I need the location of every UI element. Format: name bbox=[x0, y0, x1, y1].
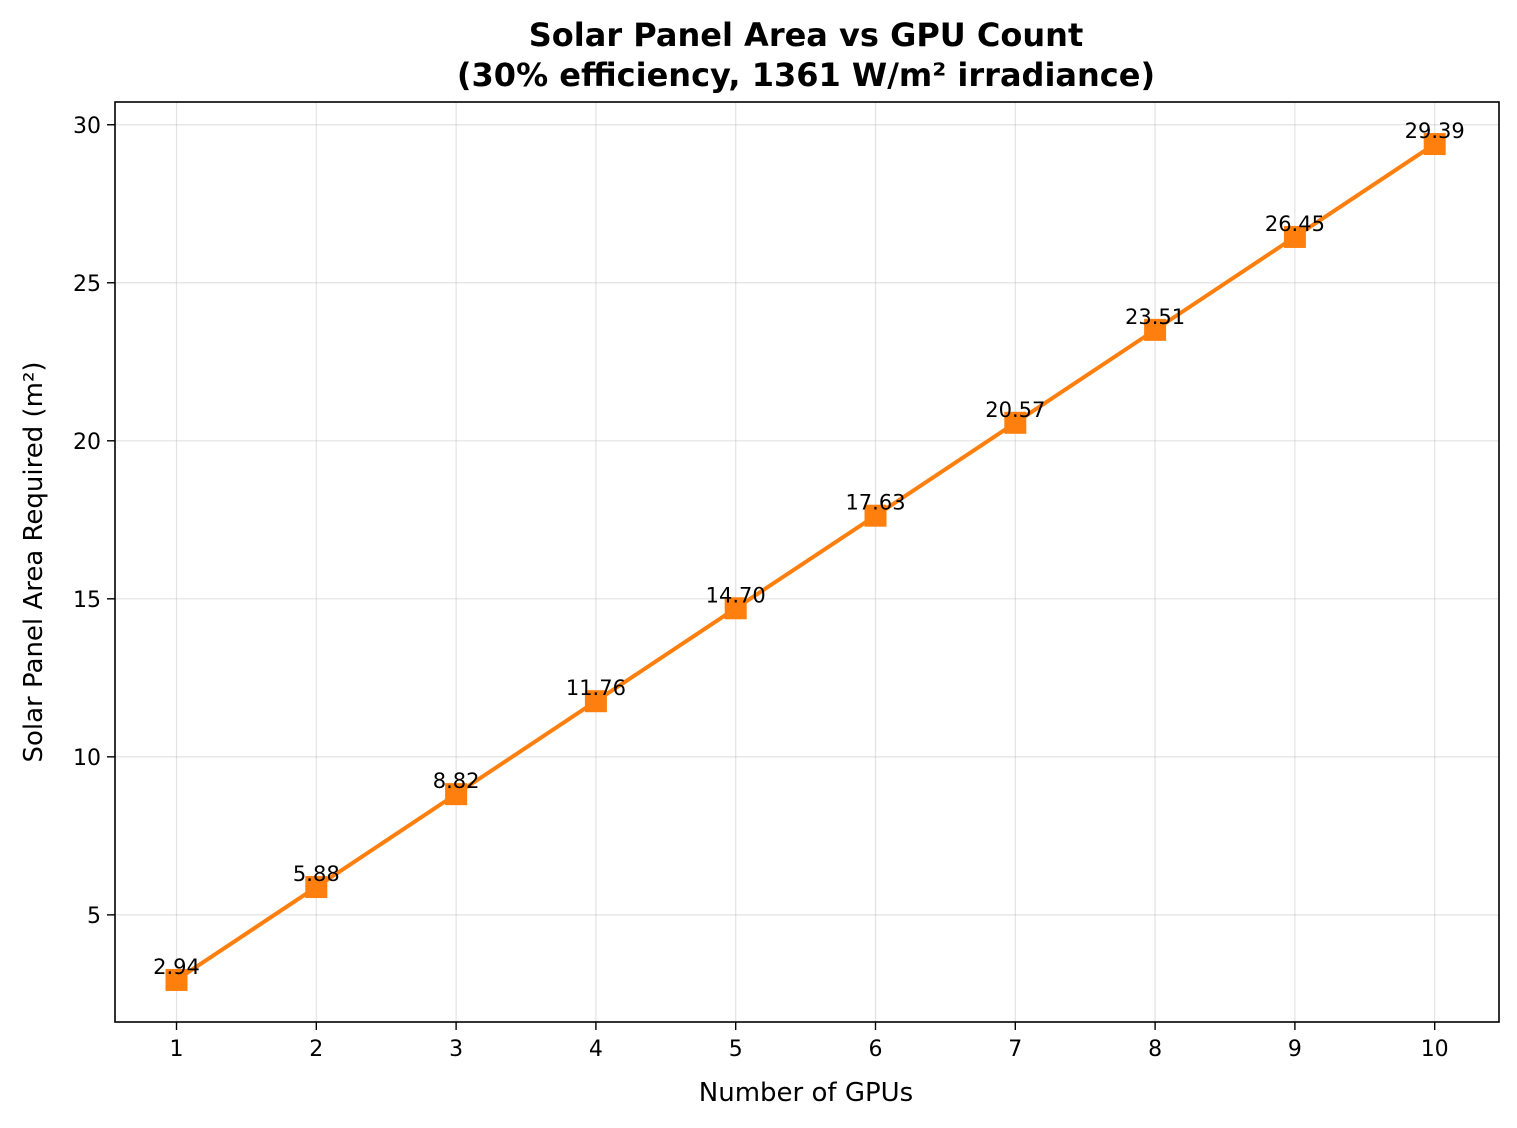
x-tick-label: 7 bbox=[1008, 1037, 1022, 1062]
data-point-marker bbox=[1144, 318, 1167, 341]
x-tick-label: 3 bbox=[449, 1037, 463, 1062]
data-label: 17.63 bbox=[845, 491, 905, 515]
data-point-marker bbox=[1283, 225, 1306, 248]
data-label: 26.45 bbox=[1265, 212, 1325, 236]
chart-subtitle: (30% efficiency, 1361 W/m² irradiance) bbox=[457, 56, 1155, 94]
y-axis-label: Solar Panel Area Required (m²) bbox=[19, 361, 49, 762]
series-line bbox=[175, 142, 1436, 982]
data-point-marker bbox=[864, 504, 887, 527]
axes-ticks: 1 2 3 4 5 6 7 8 9 10 5 10 15 20 25 30 bbox=[73, 114, 1449, 1062]
x-tick-label: 1 bbox=[170, 1037, 184, 1062]
x-tick-label: 8 bbox=[1148, 1037, 1162, 1062]
data-label: 8.82 bbox=[433, 769, 480, 793]
data-point-marker bbox=[724, 597, 747, 620]
x-axis-label: Number of GPUs bbox=[699, 1078, 913, 1108]
data-point-marker bbox=[1004, 411, 1027, 434]
data-label: 29.39 bbox=[1405, 119, 1465, 143]
x-tick-label: 2 bbox=[309, 1037, 323, 1062]
data-label: 23.51 bbox=[1125, 305, 1185, 329]
data-point-marker bbox=[305, 876, 328, 899]
data-label: 20.57 bbox=[985, 398, 1045, 422]
x-tick-label: 9 bbox=[1288, 1037, 1302, 1062]
data-label: 14.70 bbox=[706, 583, 766, 607]
data-point-marker bbox=[165, 968, 188, 991]
x-tick-label: 6 bbox=[869, 1037, 883, 1062]
data-label: 2.94 bbox=[153, 955, 200, 979]
x-tick-label: 10 bbox=[1421, 1037, 1449, 1062]
data-point-marker bbox=[445, 783, 468, 806]
data-point-marker bbox=[1423, 133, 1446, 156]
data-label: 5.88 bbox=[293, 862, 340, 886]
y-tick-label: 10 bbox=[73, 746, 101, 771]
y-tick-label: 20 bbox=[73, 430, 101, 455]
x-tick-label: 5 bbox=[729, 1037, 743, 1062]
x-tick-label: 4 bbox=[589, 1037, 603, 1062]
grid bbox=[115, 102, 1499, 1022]
y-tick-label: 30 bbox=[73, 114, 101, 139]
chart-title: Solar Panel Area vs GPU Count bbox=[529, 16, 1084, 54]
y-tick-label: 15 bbox=[73, 588, 101, 613]
series: 2.94 5.88 8.82 11.76 14.70 17.63 20.57 23.51 26.… bbox=[153, 119, 1465, 991]
data-label: 11.76 bbox=[566, 676, 626, 700]
y-tick-label: 5 bbox=[87, 904, 101, 929]
data-point-marker bbox=[584, 690, 607, 713]
plot-frame bbox=[114, 101, 1500, 1023]
y-tick-label: 25 bbox=[73, 272, 101, 297]
